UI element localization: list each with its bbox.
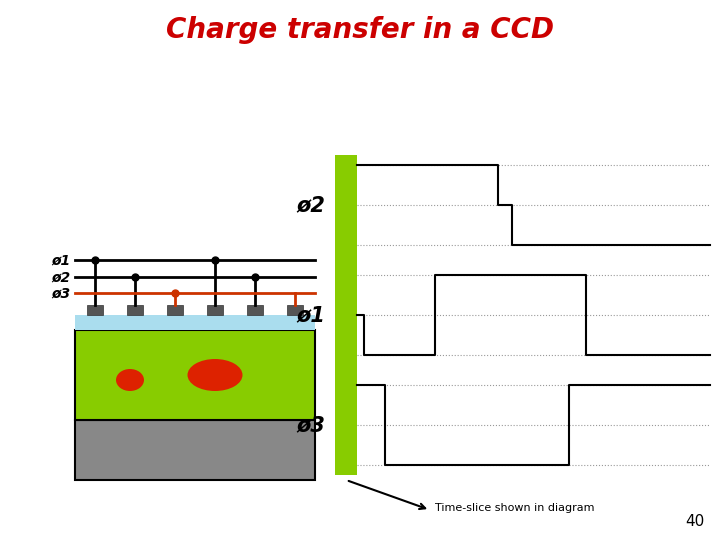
Text: ø1: ø1 <box>51 253 70 267</box>
Text: 0V: 0V <box>342 421 353 429</box>
Bar <box>75 315 315 330</box>
Text: +5V: +5V <box>335 271 353 280</box>
Text: -5V: -5V <box>339 350 353 360</box>
Bar <box>167 305 183 315</box>
Bar <box>207 305 223 315</box>
Text: ø1: ø1 <box>296 305 325 325</box>
Bar <box>75 420 315 480</box>
Bar <box>75 330 315 420</box>
Text: ø3: ø3 <box>51 286 70 300</box>
Text: ø3: ø3 <box>296 415 325 435</box>
Bar <box>287 305 303 315</box>
Text: -5V: -5V <box>339 240 353 249</box>
Text: 0V: 0V <box>342 200 353 210</box>
Bar <box>335 155 357 475</box>
Text: ø2: ø2 <box>51 270 70 284</box>
Text: -5V: -5V <box>339 461 353 469</box>
Text: Time-slice shown in diagram: Time-slice shown in diagram <box>435 503 595 513</box>
Bar <box>247 305 263 315</box>
Bar <box>87 305 103 315</box>
Bar <box>127 305 143 315</box>
Ellipse shape <box>187 359 243 391</box>
Text: +5V: +5V <box>335 160 353 170</box>
Text: Charge transfer in a CCD: Charge transfer in a CCD <box>166 16 554 44</box>
Text: ø2: ø2 <box>296 195 325 215</box>
Ellipse shape <box>116 369 144 391</box>
Text: 0V: 0V <box>342 310 353 320</box>
Text: 40: 40 <box>685 515 705 530</box>
Text: +5V: +5V <box>335 381 353 389</box>
